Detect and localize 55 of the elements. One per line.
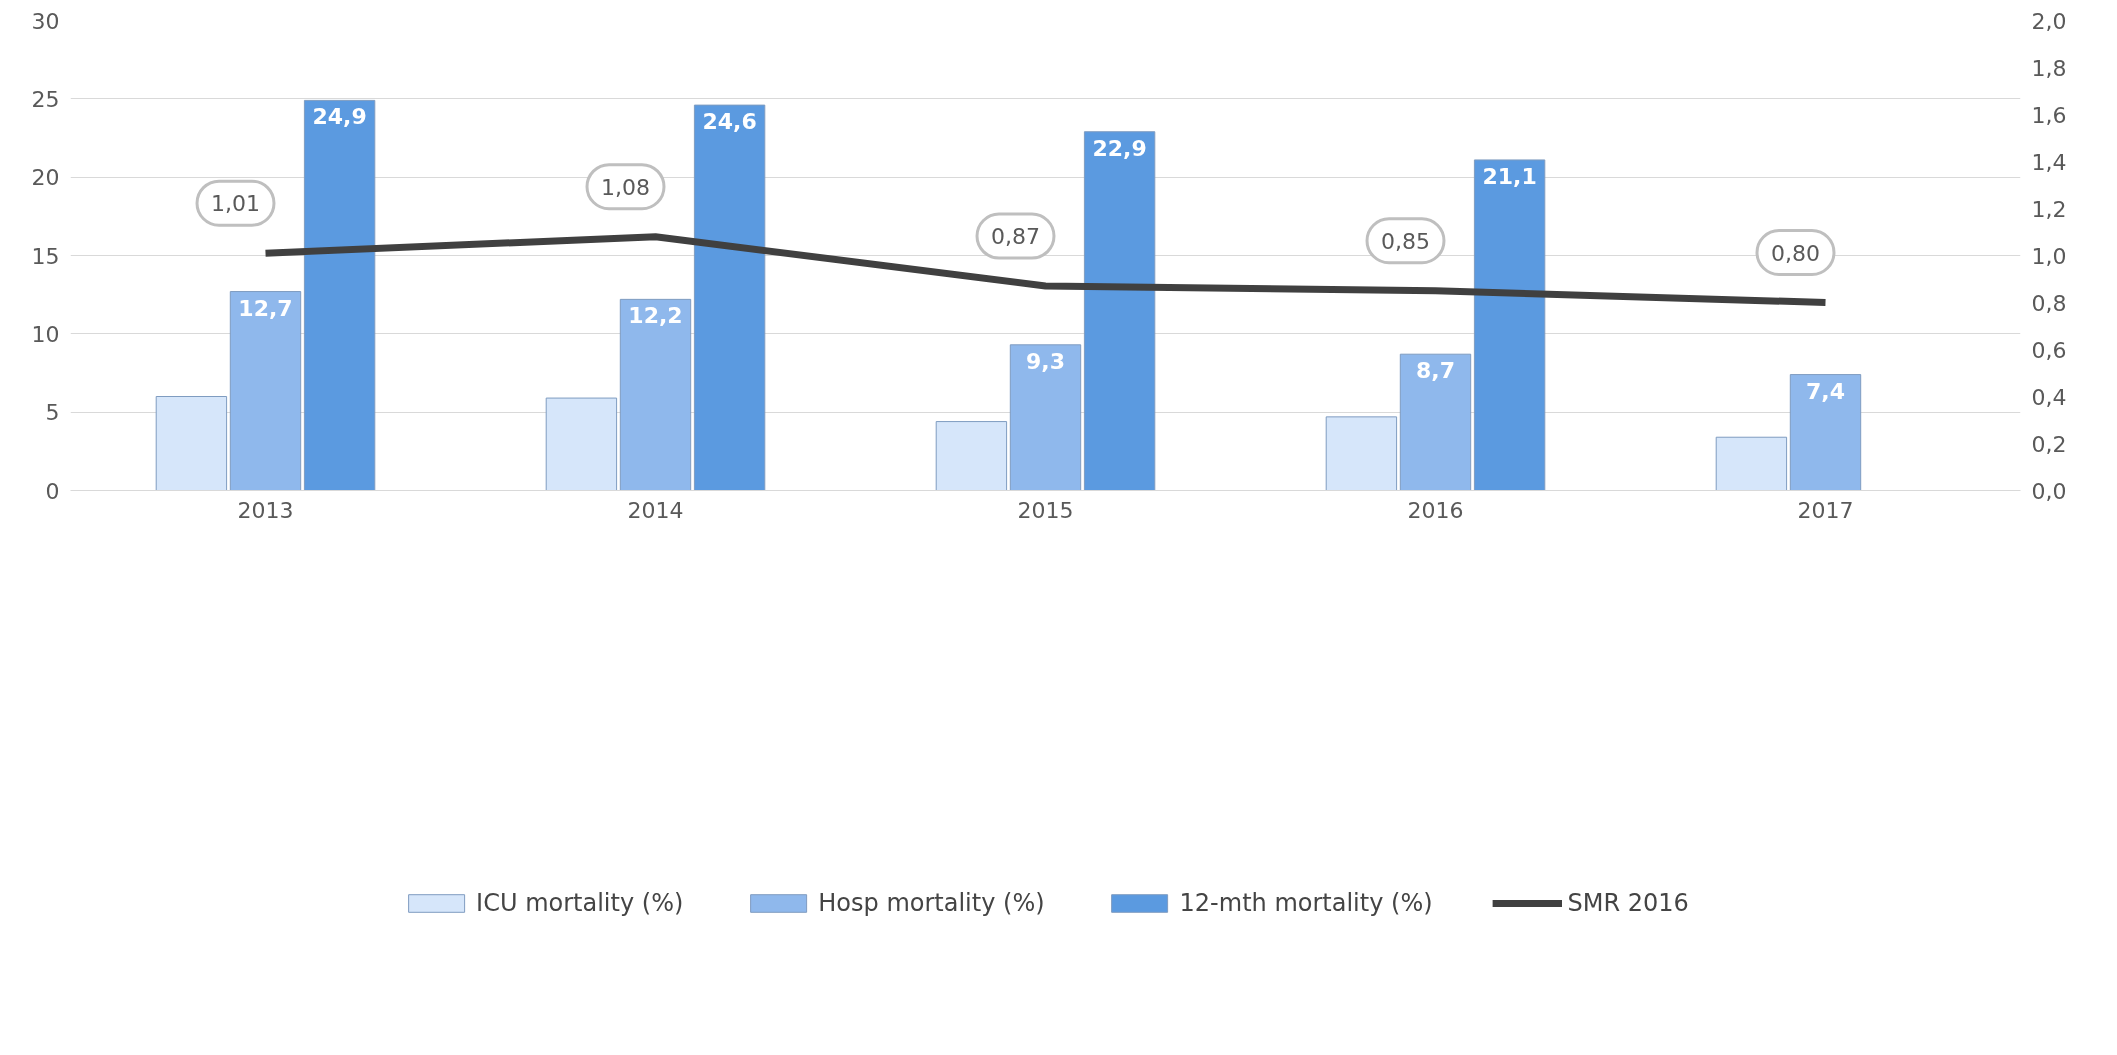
x-tick-label: 2013 bbox=[237, 497, 294, 523]
y2-tick-label: 0,6 bbox=[2031, 337, 2067, 363]
legend-label: ICU mortality (%) bbox=[476, 889, 684, 917]
bar bbox=[1473, 159, 1546, 491]
data-label: 22,9 bbox=[1092, 135, 1147, 161]
bar bbox=[229, 291, 302, 491]
bar bbox=[693, 104, 766, 491]
bar bbox=[1399, 353, 1472, 491]
y2-tick-label: 1,8 bbox=[2031, 55, 2067, 81]
y2-tick-label: 1,6 bbox=[2031, 102, 2067, 128]
data-label: 0,80 bbox=[1771, 240, 1820, 266]
data-label: 8,7 bbox=[1416, 358, 1455, 384]
data-label: 24,9 bbox=[312, 104, 367, 130]
y-tick-label: 25 bbox=[31, 86, 60, 112]
data-label: 7,4 bbox=[1806, 378, 1845, 404]
y-tick-label: 5 bbox=[45, 400, 60, 426]
y2-tick-label: 0,2 bbox=[2031, 431, 2067, 457]
data-label: 0,85 bbox=[1381, 228, 1430, 254]
y-tick-label: 0 bbox=[45, 478, 60, 504]
data-label: 0,87 bbox=[991, 224, 1040, 250]
bar bbox=[155, 396, 228, 491]
legend-label: 12-mth mortality (%) bbox=[1179, 889, 1433, 917]
x-tick-label: 2017 bbox=[1797, 497, 1854, 523]
y2-tick-label: 0,0 bbox=[2031, 478, 2067, 504]
x-tick-label: 2015 bbox=[1017, 497, 1074, 523]
y2-tick-label: 2,0 bbox=[2031, 8, 2067, 34]
y2-tick-label: 1,4 bbox=[2031, 149, 2067, 175]
bar bbox=[1325, 416, 1398, 491]
bar bbox=[1083, 131, 1156, 491]
x-tick-label: 2014 bbox=[627, 497, 684, 523]
bar bbox=[1715, 436, 1788, 491]
y-tick-label: 20 bbox=[31, 165, 60, 191]
data-label: 9,3 bbox=[1026, 348, 1065, 374]
data-label: 1,08 bbox=[601, 174, 650, 200]
y2-tick-label: 0,8 bbox=[2031, 290, 2067, 316]
y-tick-label: 15 bbox=[31, 243, 60, 269]
bar bbox=[545, 397, 618, 491]
y2-tick-label: 1,2 bbox=[2031, 196, 2067, 222]
data-label: 1,01 bbox=[211, 191, 260, 217]
y2-tick-label: 0,4 bbox=[2031, 384, 2067, 410]
bar bbox=[1789, 374, 1862, 491]
bar bbox=[935, 421, 1008, 491]
data-label: 12,2 bbox=[628, 303, 683, 329]
y2-tick-label: 1,0 bbox=[2031, 243, 2067, 269]
y-tick-label: 10 bbox=[31, 321, 60, 347]
x-tick-label: 2016 bbox=[1407, 497, 1464, 523]
legend-label: SMR 2016 bbox=[1567, 889, 1689, 917]
data-label: 12,7 bbox=[238, 295, 293, 321]
legend-label: Hosp mortality (%) bbox=[818, 889, 1045, 917]
data-label: 21,1 bbox=[1482, 163, 1537, 189]
data-label: 24,6 bbox=[702, 109, 757, 135]
y-tick-label: 30 bbox=[31, 8, 60, 34]
bar bbox=[303, 99, 376, 491]
bar bbox=[1009, 344, 1082, 491]
bar bbox=[619, 298, 692, 491]
